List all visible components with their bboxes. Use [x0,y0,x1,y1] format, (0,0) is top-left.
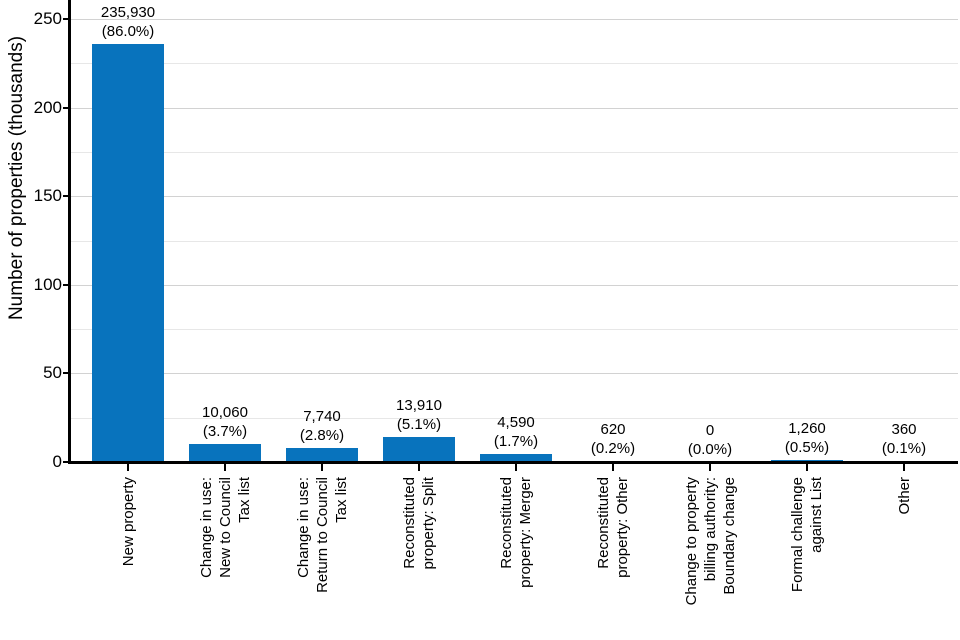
x-axis-line [68,461,958,464]
bar-value-label: 235,930 (86.0%) [100,3,156,40]
x-tick-mark [903,463,905,471]
bar [480,453,552,462]
x-tick-mark [224,463,226,471]
y-tick-label: 250 [33,9,62,28]
major-gridline [71,285,958,286]
major-gridline [71,373,958,374]
y-tick-mark [63,283,70,286]
bar-value-label: 10,060 (3.7%) [202,404,248,441]
category-label: Change in use: Return to Council Tax lis… [294,477,350,593]
x-tick-mark [709,463,711,471]
bar [286,448,358,462]
x-tick-mark [806,463,808,471]
x-tick-mark [127,463,129,471]
y-tick-label: 50 [43,363,62,383]
bar-value-label: 1,260 (0.5%) [784,419,830,456]
major-gridline [71,19,958,20]
y-tick-mark [63,106,70,109]
category-label: Reconstituted property: Other [595,477,631,578]
bar [383,437,455,462]
major-gridline [71,108,958,109]
bar-value-label: 13,910 (5.1%) [396,397,442,434]
y-tick-mark [63,372,70,375]
y-tick-label: 100 [33,274,62,294]
category-label: Other [895,477,913,515]
bar-value-label: 0 (0.0%) [687,422,733,458]
bar [771,459,843,462]
y-tick-mark [63,461,70,463]
minor-gridline [71,329,958,330]
y-tick-label: 200 [33,97,62,117]
x-tick-mark [515,463,517,471]
category-label: Reconstituted property: Split [401,477,437,570]
minor-gridline [71,152,958,153]
bar-value-label: 7,740 (2.8%) [299,408,345,445]
bar-value-label: 360 (0.1%) [881,421,927,457]
bar-value-label: 4,590 (1.7%) [493,413,539,450]
category-label: Change to property billing authority: Bo… [682,477,738,606]
bar-value-label: 620 (0.2%) [590,420,636,457]
minor-gridline [71,63,958,64]
category-label: Reconstituted property: Merger [498,477,534,588]
x-tick-mark [612,463,614,471]
minor-gridline [71,241,958,242]
category-label: New property [119,477,137,567]
y-tick-mark [63,18,70,20]
bar [92,43,164,462]
bar [189,444,261,462]
category-label: Change in use: New to Council Tax list [197,477,253,578]
major-gridline [71,196,958,197]
y-tick-mark [63,195,70,198]
y-tick-label: 0 [52,452,62,471]
category-label: Formal challenge against List [789,477,825,593]
minor-gridline [71,418,958,419]
x-tick-mark [321,463,323,471]
x-tick-mark [418,463,420,471]
y-tick-label: 150 [33,186,62,206]
y-axis-line [68,0,71,464]
